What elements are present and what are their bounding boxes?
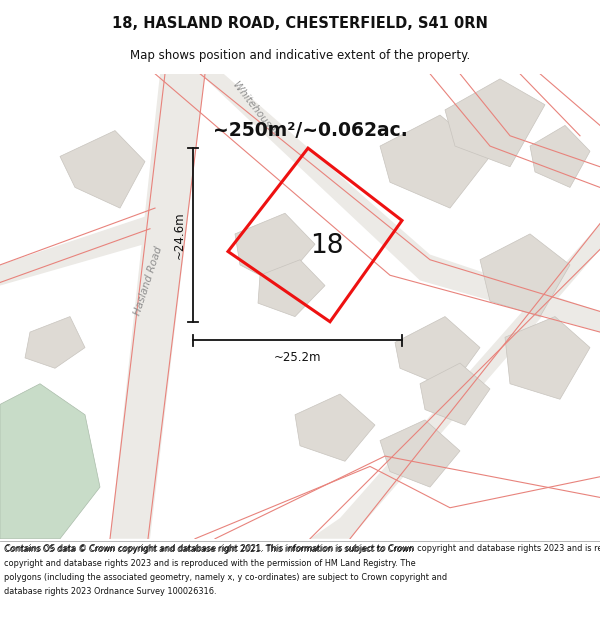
Text: Contains OS data © Crown copyright and database right 2021. This information is : Contains OS data © Crown copyright and d… (5, 544, 600, 552)
Text: copyright and database rights 2023 and is reproduced with the permission of HM L: copyright and database rights 2023 and i… (4, 559, 416, 568)
Text: ~24.6m: ~24.6m (173, 211, 186, 259)
Text: polygons (including the associated geometry, namely x, y co-ordinates) are subje: polygons (including the associated geome… (4, 573, 447, 582)
Text: database rights 2023 Ordnance Survey 100026316.: database rights 2023 Ordnance Survey 100… (4, 587, 217, 596)
Text: ~25.2m: ~25.2m (274, 351, 321, 364)
Polygon shape (25, 317, 85, 368)
Polygon shape (0, 213, 180, 286)
Polygon shape (310, 224, 600, 539)
Polygon shape (0, 384, 100, 539)
Polygon shape (445, 79, 545, 167)
Polygon shape (258, 260, 325, 317)
Text: Hasland Road: Hasland Road (132, 245, 164, 316)
Polygon shape (530, 126, 590, 188)
Polygon shape (380, 115, 490, 208)
Text: Whitehouses: Whitehouses (230, 81, 280, 139)
Polygon shape (235, 213, 315, 286)
Polygon shape (295, 394, 375, 461)
Text: Contains OS data © Crown copyright and database right 2021. This information is : Contains OS data © Crown copyright and d… (4, 545, 413, 554)
Polygon shape (110, 74, 205, 539)
Text: Map shows position and indicative extent of the property.: Map shows position and indicative extent… (130, 49, 470, 62)
Polygon shape (155, 53, 600, 332)
Polygon shape (505, 317, 590, 399)
Polygon shape (480, 234, 570, 317)
Text: 18, HASLAND ROAD, CHESTERFIELD, S41 0RN: 18, HASLAND ROAD, CHESTERFIELD, S41 0RN (112, 16, 488, 31)
Polygon shape (380, 420, 460, 487)
Polygon shape (395, 317, 480, 389)
Polygon shape (60, 131, 145, 208)
Polygon shape (420, 363, 490, 425)
Text: ~250m²/~0.062ac.: ~250m²/~0.062ac. (212, 121, 407, 140)
Text: 18: 18 (310, 232, 344, 259)
